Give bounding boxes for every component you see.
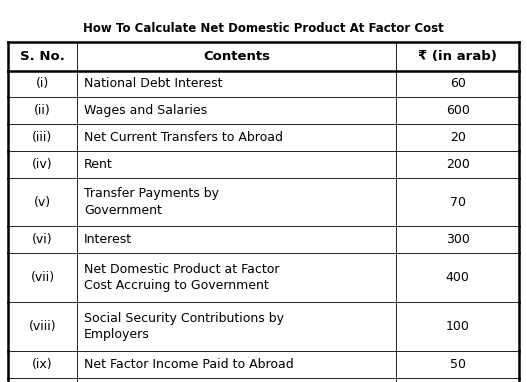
Text: (iv): (iv) xyxy=(32,158,53,171)
Text: Net Current Transfers to Abroad: Net Current Transfers to Abroad xyxy=(84,131,283,144)
Text: Social Security Contributions by
Employers: Social Security Contributions by Employe… xyxy=(84,312,284,341)
Text: 60: 60 xyxy=(450,78,466,91)
Text: (iii): (iii) xyxy=(32,131,53,144)
Text: Contents: Contents xyxy=(203,50,270,63)
Text: (vii): (vii) xyxy=(31,271,55,284)
Text: 70: 70 xyxy=(450,196,466,209)
Text: (v): (v) xyxy=(34,196,51,209)
Text: 50: 50 xyxy=(450,358,466,371)
Text: 20: 20 xyxy=(450,131,466,144)
Text: How To Calculate Net Domestic Product At Factor Cost: How To Calculate Net Domestic Product At… xyxy=(83,22,444,35)
Text: 100: 100 xyxy=(446,320,470,333)
Text: Interest: Interest xyxy=(84,233,132,246)
Text: 400: 400 xyxy=(446,271,470,284)
Text: Net Factor Income Paid to Abroad: Net Factor Income Paid to Abroad xyxy=(84,358,294,371)
Text: Wages and Salaries: Wages and Salaries xyxy=(84,104,207,117)
Text: (ii): (ii) xyxy=(34,104,51,117)
Text: S. No.: S. No. xyxy=(20,50,65,63)
Text: ₹ (in arab): ₹ (in arab) xyxy=(418,50,497,63)
Text: 600: 600 xyxy=(446,104,470,117)
Text: 300: 300 xyxy=(446,233,470,246)
Text: (ix): (ix) xyxy=(32,358,53,371)
Text: Transfer Payments by
Government: Transfer Payments by Government xyxy=(84,187,219,217)
Text: (viii): (viii) xyxy=(28,320,56,333)
Text: (vi): (vi) xyxy=(32,233,53,246)
Text: Rent: Rent xyxy=(84,158,113,171)
Text: Net Domestic Product at Factor
Cost Accruing to Government: Net Domestic Product at Factor Cost Accr… xyxy=(84,263,279,293)
Text: (i): (i) xyxy=(36,78,49,91)
Text: National Debt Interest: National Debt Interest xyxy=(84,78,222,91)
Text: 200: 200 xyxy=(446,158,470,171)
